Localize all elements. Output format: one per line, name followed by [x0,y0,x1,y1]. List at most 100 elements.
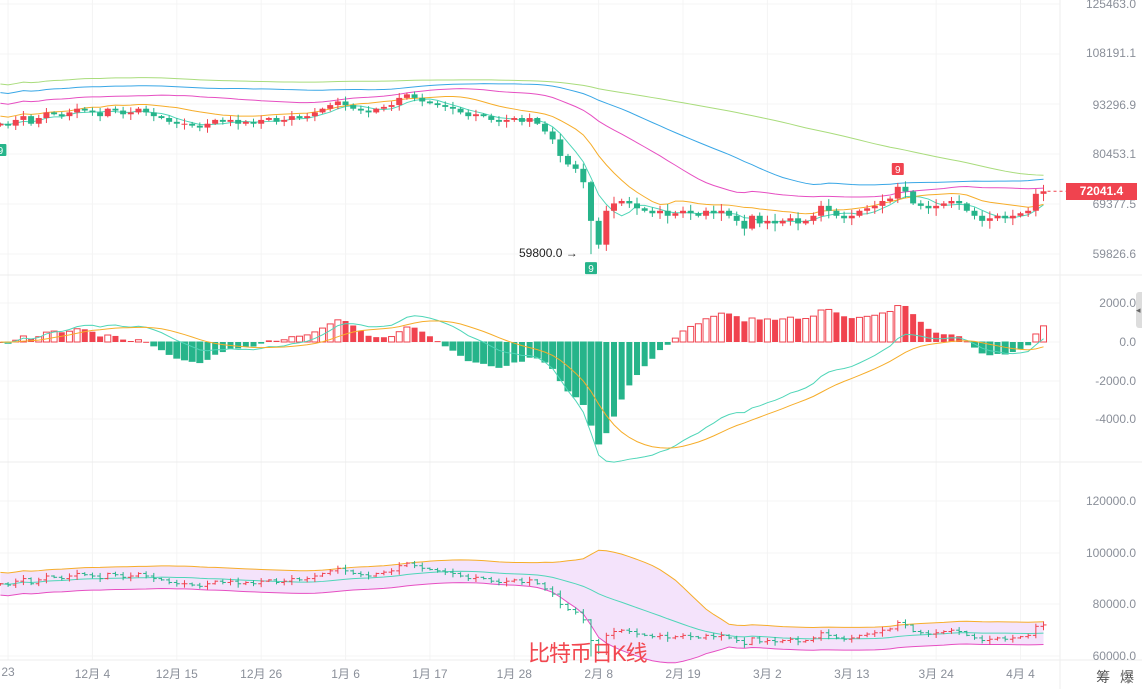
macd-histogram-bar [1032,333,1040,343]
macd-histogram-bar [472,341,480,363]
candle-body [871,205,878,209]
macd-histogram-bar [165,341,173,355]
time-axis-tick: 3月 24 [918,667,954,681]
candle-body [403,94,410,98]
candle-body [534,118,541,124]
candle-body [564,155,571,165]
ma20-line [0,88,1044,198]
candle-body [879,200,886,206]
candle-body [587,182,594,221]
candle-body [227,119,234,122]
candle-body [749,215,756,229]
macd-histogram-bar [411,327,418,342]
candle-body [1002,215,1009,219]
candle-body [350,105,357,109]
candle-body [465,112,472,117]
candle-body [925,205,932,209]
macd-histogram-bar [894,305,902,343]
candle-body [526,118,533,122]
candle-body [664,210,671,216]
candle-body [43,112,50,119]
macd-histogram-bar [595,341,603,445]
candle-body [703,210,710,216]
macd-axis-tick: 2000.0 [1099,296,1136,310]
signal-marker-label: 9 [588,264,594,275]
boll-band-fill [0,550,1044,663]
boll-axis-tick: 80000.0 [1092,597,1136,611]
macd-histogram-bar [855,316,863,343]
macd-histogram-bar [403,326,411,343]
macd-histogram-bar [833,312,840,342]
macd-histogram-bar [212,342,219,355]
time-axis-tick: 3月 13 [834,667,870,681]
side-panel-toggle[interactable]: ◂ [1136,292,1142,328]
price-axis-tick: 108191.1 [1085,46,1136,60]
macd-histogram-bar [726,313,733,342]
macd-histogram-bar [511,342,518,363]
macd-histogram-bar [495,341,503,368]
macd-histogram-bar [878,312,886,343]
candle-body [518,118,525,122]
candle-body [457,108,464,113]
candle-body [112,108,119,111]
macd-histogram-bar [970,341,978,348]
macd-histogram-bar [388,336,396,343]
macd-histogram-bar [1017,342,1024,349]
candle-body [411,94,418,98]
macd-histogram-bar [772,319,779,342]
candle-body [419,97,426,102]
candle-body [58,114,65,117]
candle-body [933,205,940,209]
candle-body [511,118,518,120]
liquidation-button[interactable]: 爆 [1120,669,1134,685]
candle-body [641,208,648,211]
ma10-line [0,95,1044,215]
macd-histogram-bar [434,341,441,343]
candle-body [426,101,433,104]
macd-histogram-bar [97,336,104,342]
macd-histogram-bar [326,323,334,343]
candle-body [281,119,288,122]
macd-histogram-bar [809,315,817,343]
macd-histogram-bar [273,340,280,342]
chips-button[interactable]: 筹 [1096,669,1111,685]
candle-body [756,215,763,224]
time-axis-tick: 3月 2 [753,667,782,681]
candle-body [12,119,19,126]
macd-histogram-bar [963,341,970,343]
macd-histogram-bar [464,341,472,362]
candle-body [20,116,27,120]
macd-histogram-bar [235,342,242,349]
macd-histogram-bar [503,342,510,366]
macd-histogram-bar [265,340,272,342]
candle-body [741,220,748,229]
macd-histogram-bar [817,309,825,343]
candle-body [189,123,196,126]
candle-body [442,105,449,107]
macd-histogram-bar [280,339,288,343]
candle-body [541,123,548,132]
candle-body [887,198,894,201]
candle-body [380,106,387,109]
candle-body [265,118,272,120]
macd-histogram-bar [188,341,196,362]
macd-histogram-bar [649,342,656,359]
macd-histogram-bar [863,315,871,343]
time-axis-tick: 12月 4 [74,667,111,681]
macd-histogram-bar [395,331,403,343]
candle-body [603,210,610,245]
candle-body [488,116,495,120]
candle-body [618,200,625,204]
candle-body [971,210,978,216]
candle-body [795,218,802,224]
macd-histogram-bar [763,318,771,343]
macd-histogram-bar [702,318,710,343]
macd-histogram-bar [250,342,257,347]
macd-histogram-bar [1009,342,1016,353]
candle-body [97,112,104,117]
candle-body [580,168,587,183]
macd-histogram-bar [134,339,142,343]
macd-histogram-bar [526,342,533,358]
candle-body [81,108,88,111]
